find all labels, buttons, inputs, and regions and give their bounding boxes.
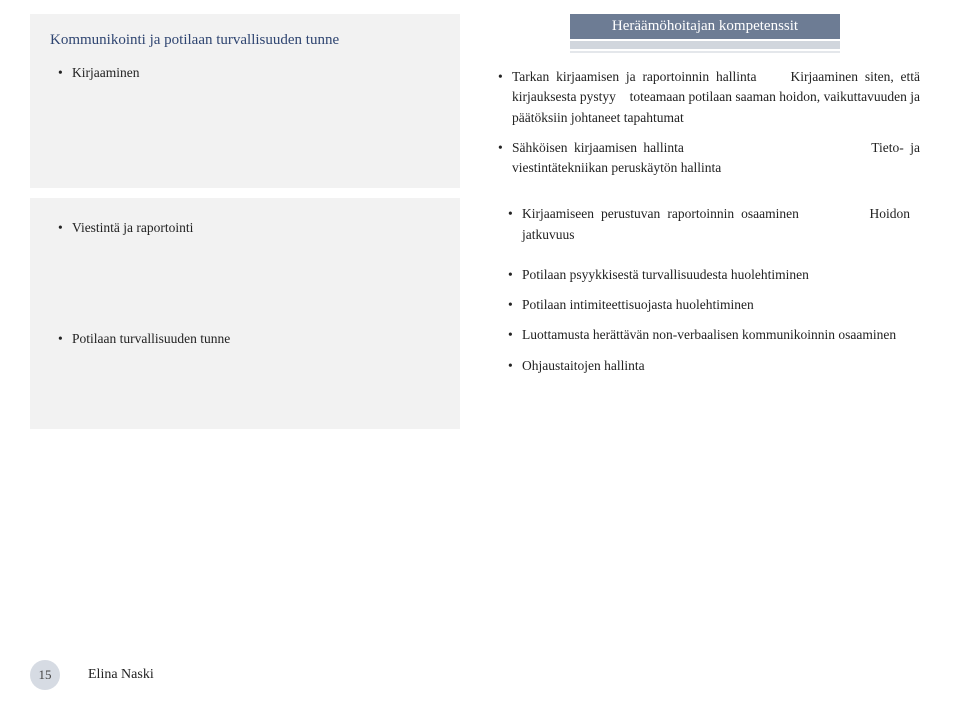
bullet-item: Luottamusta herättävän non-verbaalisen k… bbox=[508, 325, 910, 345]
competency-box: Heräämöhoitajan kompetenssit bbox=[570, 14, 840, 53]
mid-left-panel: Viestintä ja raportointi Potilaan turval… bbox=[30, 198, 460, 429]
bullet-item: Kirjaaminen bbox=[58, 63, 440, 83]
bullet-item: Sähköisen kirjaamisen hallinta Tieto- ja… bbox=[498, 138, 920, 179]
page-number: 15 bbox=[30, 660, 60, 690]
bullet-item: Ohjaustaitojen hallinta bbox=[508, 356, 910, 376]
bullet-item: Viestintä ja raportointi bbox=[58, 218, 440, 238]
top-right-bullets: Tarkan kirjaamisen ja raportoinnin halli… bbox=[490, 67, 920, 178]
top-right-panel: Heräämöhoitajan kompetenssit Tarkan kirj… bbox=[490, 14, 920, 188]
mid-right-panel: Kirjaamiseen perustuvan raportoinnin osa… bbox=[490, 198, 920, 429]
bullet-item: Potilaan turvallisuuden tunne bbox=[58, 329, 440, 349]
bullet-item: Kirjaamiseen perustuvan raportoinnin osa… bbox=[508, 204, 910, 245]
competency-title: Heräämöhoitajan kompetenssit bbox=[570, 14, 840, 39]
bullet-item: Potilaan psyykkisestä turvallisuudesta h… bbox=[508, 265, 910, 285]
mid-right-bullets: Kirjaamiseen perustuvan raportoinnin osa… bbox=[500, 204, 910, 376]
top-left-title: Kommunikointi ja potilaan turvallisuuden… bbox=[50, 32, 440, 49]
footer: 15 Elina Naski bbox=[30, 660, 154, 690]
competency-thin bbox=[570, 51, 840, 53]
mid-left-bullets: Viestintä ja raportointi Potilaan turval… bbox=[50, 218, 440, 349]
top-left-panel: Kommunikointi ja potilaan turvallisuuden… bbox=[30, 14, 460, 188]
top-left-bullets: Kirjaaminen bbox=[50, 63, 440, 83]
bullet-item: Tarkan kirjaamisen ja raportoinnin halli… bbox=[498, 67, 920, 128]
author-name: Elina Naski bbox=[88, 667, 154, 683]
bullet-item: Potilaan intimiteettisuojasta huolehtimi… bbox=[508, 295, 910, 315]
competency-stripe bbox=[570, 41, 840, 49]
